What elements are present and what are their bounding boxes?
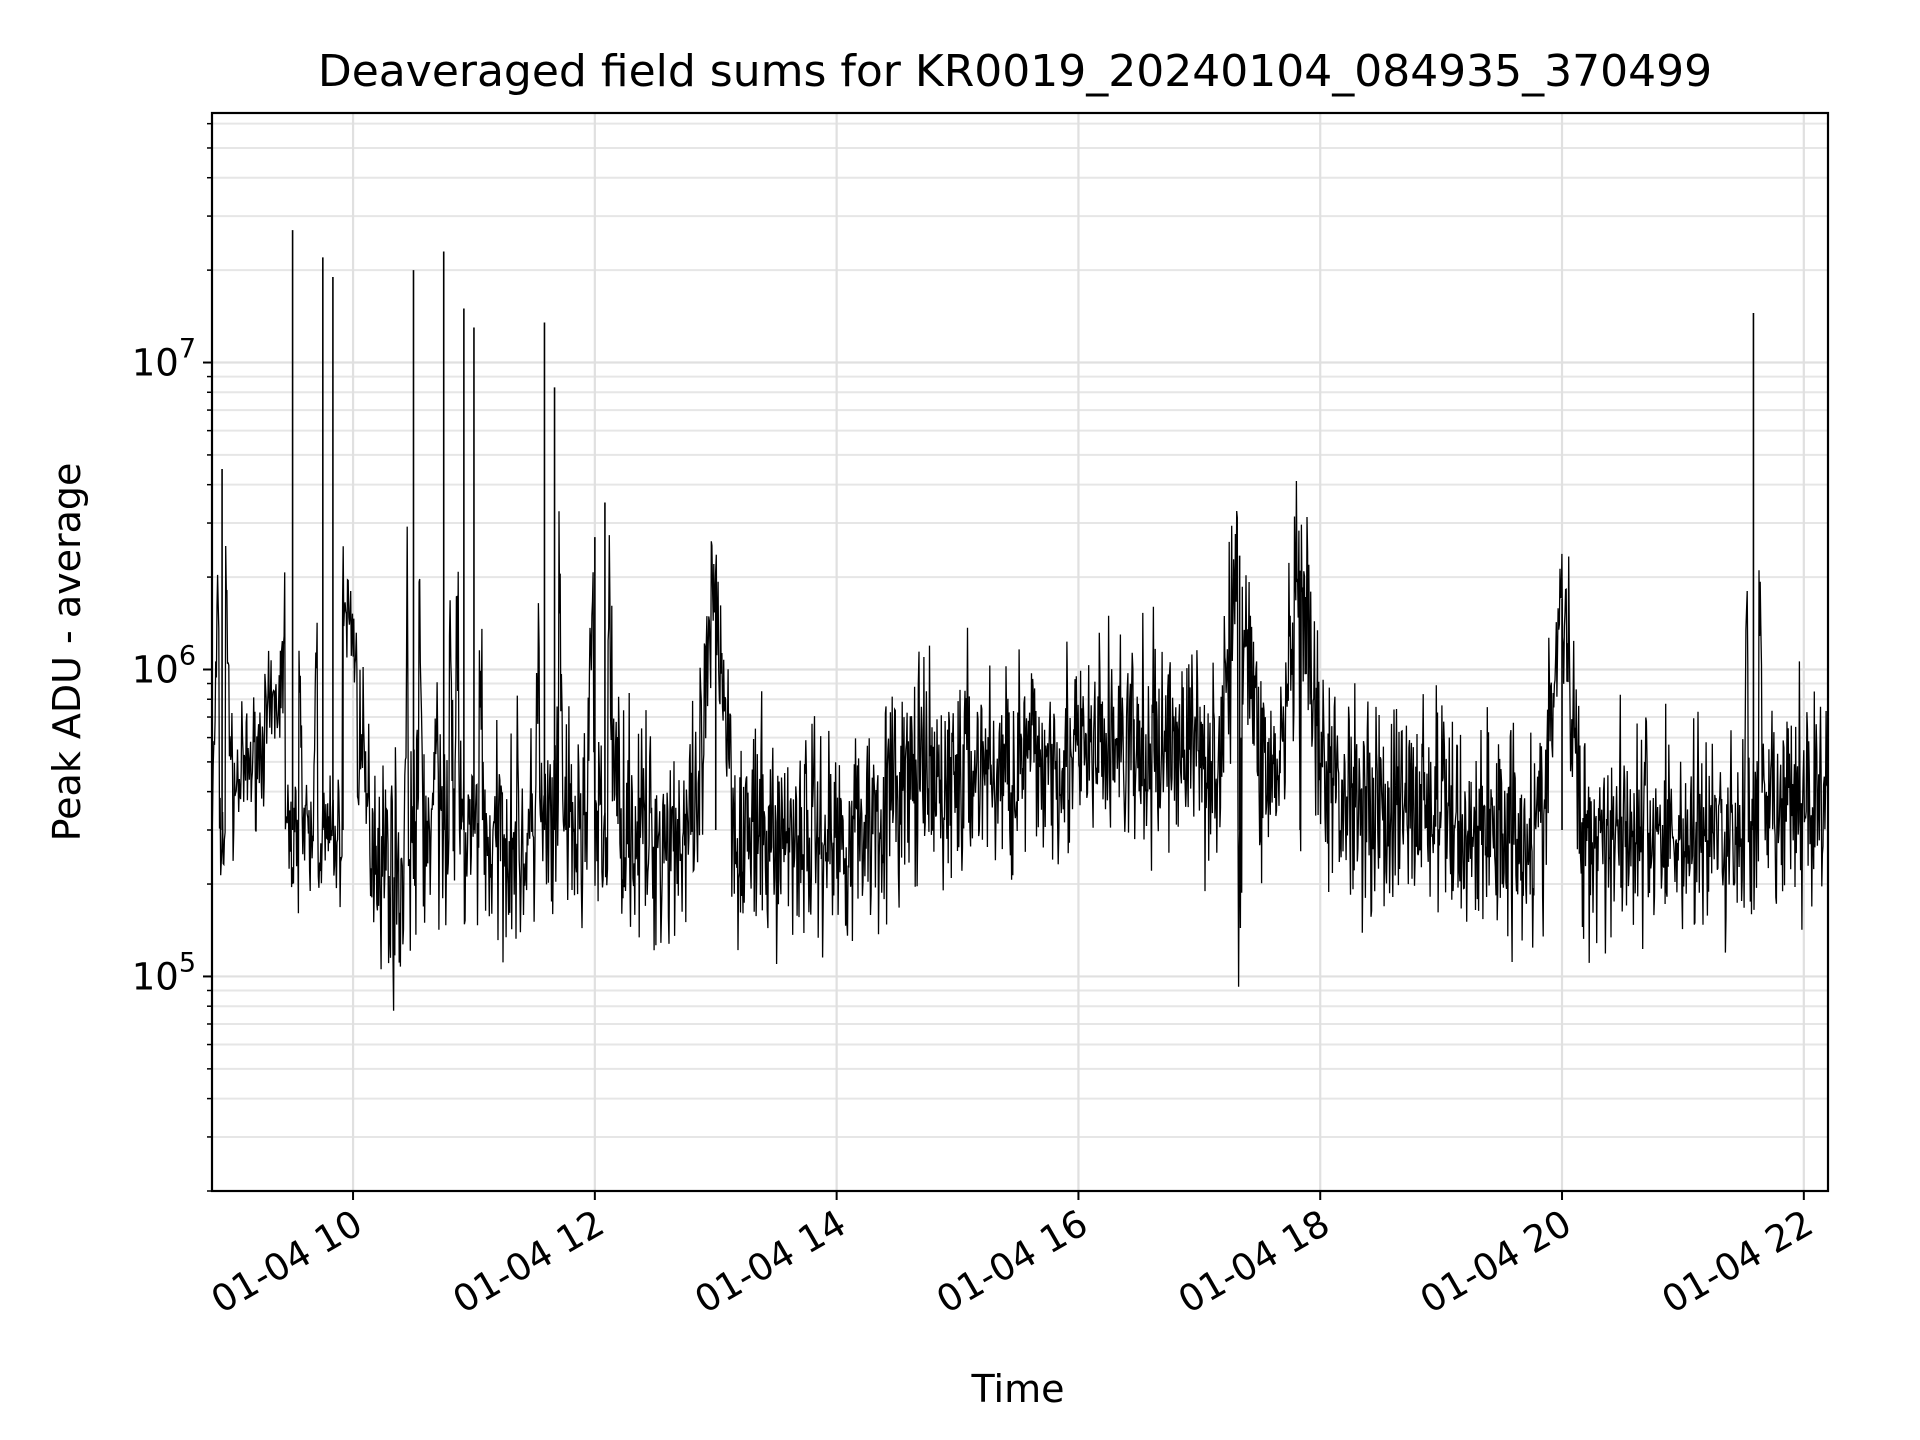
chart-title: Deaveraged field sums for KR0019_2024010…: [318, 46, 1712, 97]
y-tick-label: 107: [132, 334, 196, 385]
noise-trace: [212, 480, 1828, 1011]
plot-frame: [210, 111, 1830, 1193]
plot-area: [212, 230, 1828, 1011]
y-tick-label: 105: [132, 947, 196, 998]
x-axis-label: Time: [971, 1367, 1065, 1411]
y-axis: 105 106 107: [132, 122, 212, 1192]
y-axis-label: Peak ADU - average: [45, 463, 89, 842]
y-tick-label: 106: [132, 640, 196, 691]
